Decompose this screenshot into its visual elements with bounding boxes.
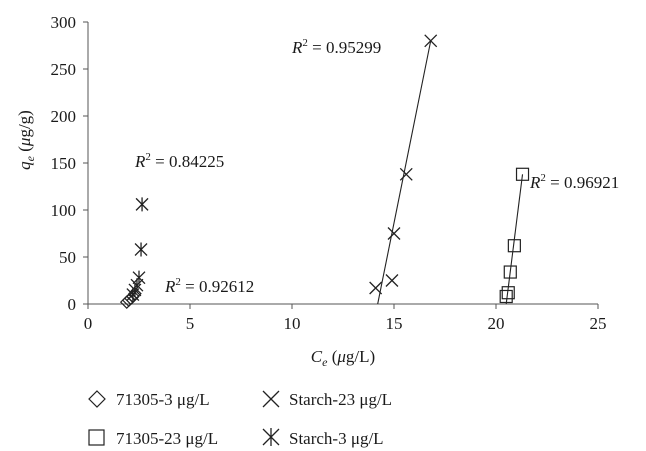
square-icon: [88, 429, 105, 446]
legend-item-71305-23: 71305-23 μg/L: [88, 429, 218, 448]
legend-label-starch-3: Starch-3 μg/L: [289, 429, 384, 448]
legend-label-starch-23: Starch-23 μg/L: [289, 390, 392, 409]
data-point-starch-23-g-l: [399, 167, 413, 181]
data-point-starch-3-g-l: [135, 197, 149, 212]
x-tick-label: 0: [84, 314, 93, 333]
legend-item-starch-23: Starch-23 μg/L: [262, 390, 392, 409]
data-point-starch-23-g-l: [424, 34, 438, 48]
x-tick-label: 15: [386, 314, 403, 333]
data-point-71305-3-g-l: [128, 286, 142, 301]
x-tick-label: 5: [186, 314, 195, 333]
y-tick-label: 250: [51, 60, 77, 79]
x-icon: [262, 390, 280, 408]
y-tick-label: 50: [59, 248, 76, 267]
x-tick-label: 25: [590, 314, 607, 333]
data-point-starch-23-g-l: [385, 274, 399, 287]
y-tick-label: 100: [51, 201, 77, 220]
y-tick-label: 300: [51, 13, 77, 32]
data-points: [119, 34, 530, 309]
data-point-71305-23-g-l: [507, 239, 521, 253]
x-axis-ticks: 0 5 10 15 20 25: [84, 304, 607, 333]
x-tick-label: 10: [284, 314, 301, 333]
data-point-71305-3-g-l: [119, 295, 134, 309]
y-tick-label: 200: [51, 107, 77, 126]
asterisk-icon: [262, 428, 280, 446]
x-tick-label: 20: [488, 314, 505, 333]
data-point-71305-23-g-l: [503, 265, 517, 279]
r2-annotation-71305-3: R2 = 0.92612: [164, 276, 254, 296]
y-axis-ticks: 0 50 100 150 200 250 300: [51, 13, 88, 314]
legend-label-71305-3: 71305-3 μg/L: [116, 390, 210, 409]
legend: 71305-3 μg/L Starch-23 μg/L 71305-23 μg/…: [88, 390, 392, 448]
y-axis-label: qe (μg/g): [15, 110, 37, 170]
trendlines: [377, 40, 524, 305]
y-tick-label: 0: [68, 295, 77, 314]
x-axis-label: Ce (μg/L): [311, 347, 375, 369]
data-point-starch-23-g-l: [387, 227, 401, 240]
legend-label-71305-23: 71305-23 μg/L: [116, 429, 218, 448]
data-point-starch-3-g-l: [132, 270, 146, 285]
legend-item-starch-3: Starch-3 μg/L: [262, 428, 384, 448]
data-point-starch-3-g-l: [128, 282, 142, 297]
data-point-starch-23-g-l: [369, 281, 383, 295]
data-point-71305-23-g-l: [501, 286, 515, 300]
r2-annotation-starch-23: R2 = 0.95299: [291, 37, 381, 57]
data-point-71305-23-g-l: [515, 167, 530, 181]
y-tick-label: 150: [51, 154, 77, 173]
r2-annotation-starch-3: R2 = 0.84225: [134, 151, 224, 171]
r2-annotation-71305-23: R2 = 0.96921: [529, 172, 619, 192]
legend-item-71305-3: 71305-3 μg/L: [88, 390, 210, 409]
data-point-71305-23-g-l: [499, 289, 513, 304]
data-point-71305-3-g-l: [126, 289, 140, 304]
diamond-icon: [88, 390, 106, 408]
data-point-starch-3-g-l: [134, 242, 148, 257]
